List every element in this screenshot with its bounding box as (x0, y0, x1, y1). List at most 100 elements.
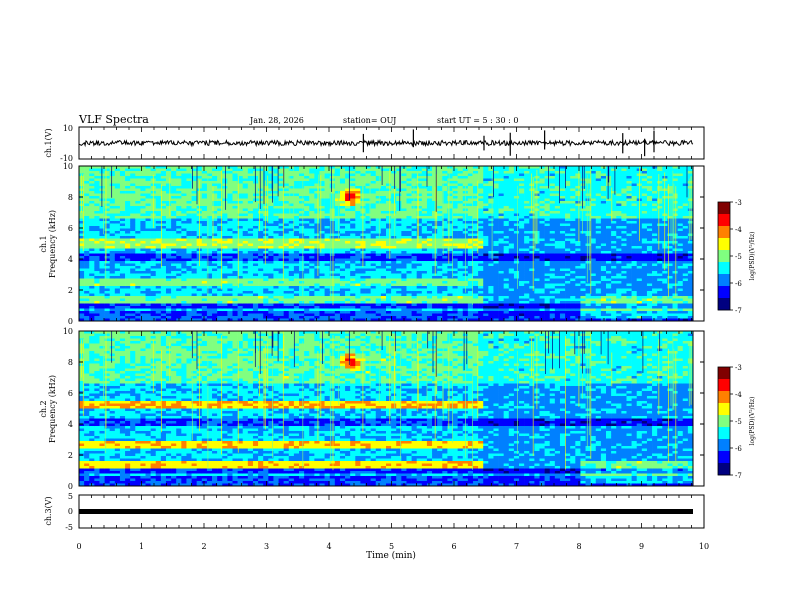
spectrogram-cell (258, 303, 264, 307)
spectrogram-cell (432, 263, 438, 267)
spectrogram-cell (432, 201, 438, 204)
spectrogram-cell (84, 303, 90, 307)
spectrogram-cell (119, 248, 126, 252)
spectrogram-cell (104, 278, 110, 282)
spectrogram-cell (181, 168, 187, 172)
spectrogram-cell (447, 271, 453, 274)
spectrogram-cell (319, 191, 325, 194)
spectrogram-cell (452, 196, 458, 199)
spectrogram-cell (334, 311, 341, 314)
spectrogram-cell (411, 251, 417, 254)
spectrogram-cell (447, 306, 453, 309)
spectrogram-cell (380, 176, 387, 179)
spectrogram-cell (386, 316, 392, 319)
spectrogram-cell (171, 313, 177, 317)
spectrogram-cell (94, 273, 100, 277)
spectrogram-cell (457, 171, 464, 174)
spectrogram-cell (299, 281, 305, 284)
spectrogram-cell (293, 228, 300, 232)
spectrogram-cell (263, 293, 269, 297)
spectrogram-cell (252, 273, 259, 277)
spectrogram-cell (314, 221, 320, 224)
spectrogram-cell (416, 218, 423, 222)
spectrogram-cell (145, 318, 151, 322)
spectrogram-cell (99, 283, 105, 287)
spectrogram-cell (457, 308, 464, 312)
spectrogram-cell (222, 211, 228, 214)
spectrogram-cell (217, 216, 223, 219)
spectrogram-cell (114, 206, 121, 209)
spectrogram-cell (472, 223, 479, 227)
spectrogram-cell (125, 173, 131, 177)
spectrogram-cell (467, 311, 474, 314)
spectrogram-cell (329, 186, 336, 189)
spectrogram-cell (421, 306, 428, 309)
spectrogram-cell (288, 276, 295, 279)
spectrogram-cell (263, 183, 269, 187)
spectrogram-cell (252, 226, 259, 229)
spectrogram-cell (104, 266, 110, 269)
spectrogram-cell (99, 293, 105, 297)
spectrogram-cell (196, 176, 203, 179)
spectrogram-cell (171, 228, 177, 232)
spectrogram-cell (304, 236, 310, 239)
spectrogram-cell (304, 233, 310, 237)
spectrogram-cell (360, 278, 366, 282)
spectrogram-cell (339, 206, 346, 209)
spectrogram-cell (339, 191, 346, 194)
spectrogram-cell (258, 198, 264, 202)
spectrogram-cell (488, 196, 494, 199)
spectrogram-cell (84, 243, 90, 247)
spectrogram-cell (391, 173, 397, 177)
spectrogram-cell (99, 228, 105, 232)
spectrogram-cell (145, 261, 151, 264)
spectrogram-cell (283, 296, 290, 299)
spectrogram-cell (452, 226, 458, 229)
spectrogram-cell (89, 201, 95, 204)
spectrogram-cell (212, 216, 218, 219)
spectrogram-cell (150, 281, 157, 284)
spectrogram-cell (114, 221, 121, 224)
spectrogram-cell (94, 316, 100, 319)
spectrogram-cell (181, 296, 187, 299)
spectrogram-cell (288, 241, 295, 244)
spectrogram-cell (339, 296, 346, 299)
spectrogram-cell (145, 166, 151, 169)
spectrogram-cell (380, 271, 387, 274)
spectrogram-cell (273, 188, 279, 192)
spectrogram-cell (483, 298, 489, 302)
spectrogram-cell (140, 306, 146, 309)
spectrogram-cell (263, 283, 269, 287)
spectrogram-cell (150, 306, 157, 309)
spectrogram-cell (401, 236, 407, 239)
spectrogram-cell (293, 306, 300, 309)
spectrogram-cell (360, 318, 366, 322)
spectrogram-cell (299, 231, 305, 234)
spectrogram-cell (186, 218, 192, 222)
spectrogram-cell (186, 288, 192, 292)
spectrogram-cell (396, 173, 402, 177)
spectrogram-cell (212, 186, 218, 189)
spectrogram-cell (206, 268, 213, 272)
spectrogram-cell (252, 298, 259, 302)
spectrogram-cell (109, 296, 116, 299)
spectrogram-cell (247, 303, 254, 307)
spectrogram-cell (452, 216, 458, 219)
spectrogram-cell (442, 278, 448, 282)
spectrogram-cell (237, 188, 244, 192)
spectrogram-cell (94, 176, 100, 179)
spectrogram-cell (299, 193, 305, 197)
spectrogram-cell (247, 268, 254, 272)
spectrogram-cell (140, 303, 146, 307)
spectrogram-cell (273, 306, 279, 309)
spectrogram-cell (114, 218, 121, 222)
spectrogram-cell (345, 183, 351, 187)
spectrogram-cell (278, 268, 284, 272)
spectrogram-cell (488, 178, 494, 182)
spectrogram-cell (84, 166, 90, 169)
spectrogram-cell (447, 318, 453, 322)
spectrogram-cell (447, 266, 453, 269)
spectrogram-cell (140, 256, 146, 259)
spectrogram-cell (467, 206, 474, 209)
spectrogram-cell (421, 311, 428, 314)
